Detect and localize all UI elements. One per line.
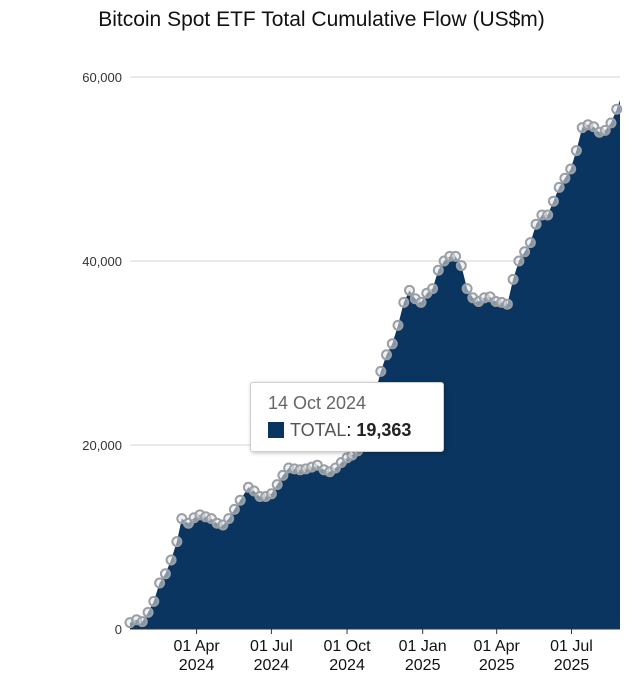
tooltip-separator: : [346, 420, 357, 440]
x-tick-label-line1: 01 Jul [550, 638, 593, 655]
data-point[interactable] [234, 494, 246, 506]
data-point[interactable] [599, 124, 611, 136]
x-tick-label-line2: 2024 [179, 657, 215, 674]
data-point[interactable] [530, 218, 542, 230]
x-tick-label-line1: 01 Jan [399, 638, 447, 655]
data-point[interactable] [570, 145, 582, 157]
data-markers[interactable] [124, 103, 623, 629]
data-point[interactable] [611, 103, 623, 115]
data-point[interactable] [381, 349, 392, 361]
tooltip-date: 14 Oct 2024 [268, 393, 367, 413]
x-tick-label-line2: 2024 [329, 657, 365, 674]
data-point[interactable] [501, 298, 513, 310]
y-tick-label: 60,000 [82, 70, 122, 85]
data-point[interactable] [271, 479, 283, 491]
x-tick-label-line2: 2024 [254, 657, 290, 674]
data-point[interactable] [375, 365, 387, 377]
data-point[interactable] [392, 319, 404, 331]
y-tick-label: 40,000 [82, 254, 122, 269]
data-point[interactable] [228, 503, 240, 515]
data-point[interactable] [542, 209, 554, 221]
data-point[interactable] [524, 237, 536, 249]
series-area-total[interactable] [130, 100, 620, 629]
tooltip-value: 19,363 [356, 420, 412, 440]
data-point[interactable] [142, 606, 154, 618]
data-point[interactable] [519, 246, 531, 258]
x-tick-label-line2: 2025 [554, 657, 590, 674]
data-point[interactable] [565, 163, 577, 175]
axes: 0 20,000 40,000 60,000 01 Apr 2024 01 Jul 2024 0… [82, 70, 620, 674]
data-point[interactable] [461, 283, 473, 295]
data-point[interactable] [165, 554, 177, 566]
data-point[interactable] [553, 181, 565, 193]
data-point[interactable] [455, 260, 467, 272]
x-tick-label-line2: 2025 [405, 657, 441, 674]
data-point[interactable] [427, 283, 439, 295]
data-point[interactable] [136, 616, 148, 628]
x-tick-label-line1: 01 Apr [474, 638, 521, 655]
chart-title: Bitcoin Spot ETF Total Cumulative Flow (… [98, 8, 545, 31]
tooltip-series-name: TOTAL [290, 420, 347, 440]
data-point[interactable] [159, 568, 171, 580]
x-tick-label-line1: 01 Jul [250, 638, 293, 655]
x-tick-label-line1: 01 Apr [173, 638, 220, 655]
data-point[interactable] [398, 296, 410, 308]
x-tick-label-line1: 01 Oct [323, 638, 371, 655]
y-tick-label: 0 [115, 622, 122, 637]
data-point[interactable] [404, 284, 415, 296]
data-point[interactable] [450, 250, 462, 262]
data-point[interactable] [265, 488, 277, 500]
data-point[interactable] [432, 264, 444, 276]
data-point[interactable] [223, 513, 235, 525]
data-point[interactable] [277, 469, 289, 481]
data-point[interactable] [547, 195, 559, 207]
data-point[interactable] [154, 577, 166, 589]
data-point[interactable] [513, 255, 525, 267]
data-point[interactable] [507, 273, 519, 285]
tooltip: 14 Oct 2024 TOTAL: 19,363 [250, 382, 444, 452]
data-point[interactable] [386, 338, 398, 350]
data-point[interactable] [559, 172, 571, 184]
tooltip-series-swatch [268, 422, 284, 438]
area-series[interactable] [130, 100, 620, 629]
data-point[interactable] [171, 536, 183, 548]
tooltip-row: TOTAL: 19,363 [268, 420, 411, 441]
data-point[interactable] [148, 595, 160, 607]
y-tick-label: 20,000 [82, 438, 122, 453]
data-point[interactable] [605, 117, 617, 129]
x-tick-label-line2: 2025 [479, 657, 515, 674]
data-point[interactable] [415, 296, 427, 308]
